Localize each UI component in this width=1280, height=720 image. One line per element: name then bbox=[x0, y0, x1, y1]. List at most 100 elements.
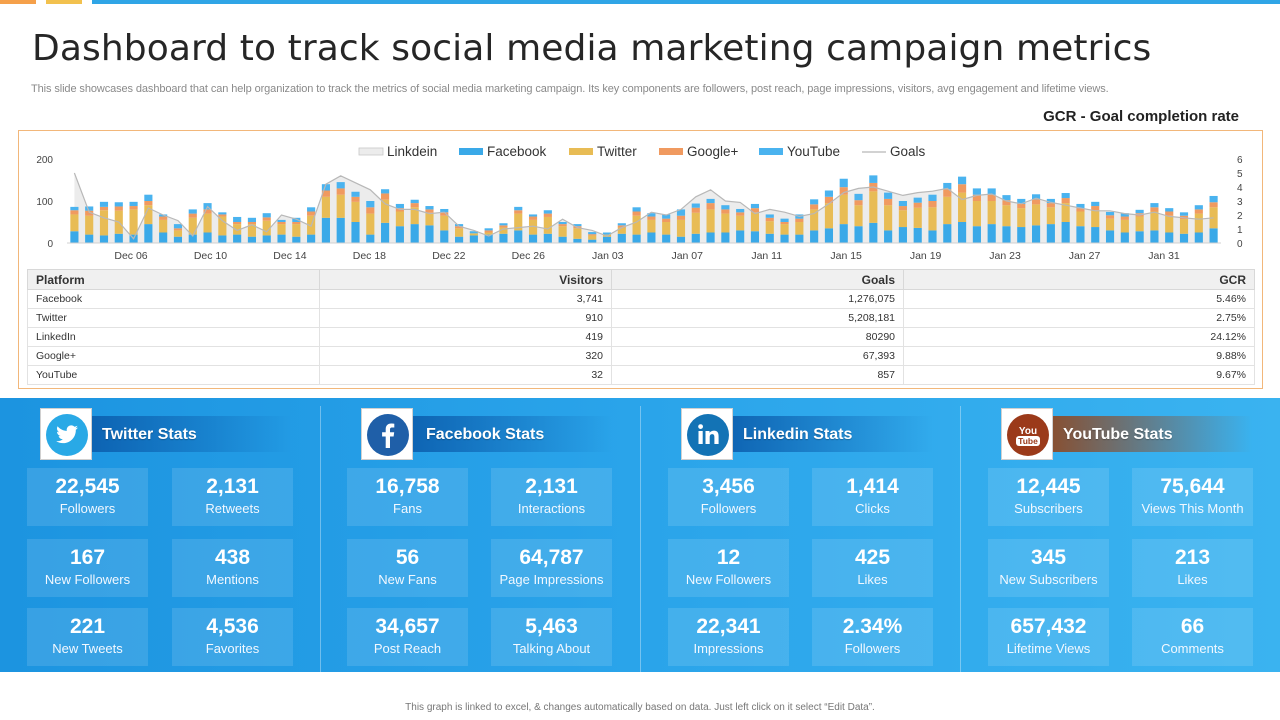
bar-googleplus bbox=[528, 216, 538, 220]
stat-label: Fans bbox=[393, 501, 422, 516]
bar-twitter bbox=[1165, 215, 1174, 233]
bar-twitter bbox=[958, 192, 967, 222]
goals-line bbox=[73, 172, 1214, 240]
youtube-icon: You Tube bbox=[1007, 414, 1049, 456]
stat-label: Followers bbox=[59, 501, 116, 516]
bar-twitter bbox=[780, 224, 789, 235]
x-tick-label: Jan 15 bbox=[830, 250, 862, 262]
bar-facebook bbox=[1165, 232, 1174, 243]
bar-googleplus bbox=[795, 218, 804, 222]
bar-facebook bbox=[573, 238, 582, 243]
bar-facebook bbox=[662, 234, 671, 243]
youtube-stats-card: You Tube YouTube Stats 12,445 Subscribers… bbox=[960, 398, 1280, 672]
stat-label: Retweets bbox=[205, 501, 260, 516]
bar-facebook bbox=[632, 234, 641, 243]
bar-googleplus bbox=[455, 226, 464, 229]
bar-googleplus bbox=[810, 204, 819, 210]
bar-youtube bbox=[573, 224, 582, 227]
twitter-stats-card: Twitter Stats 22,545 Followers 2,131 Retwe… bbox=[0, 398, 320, 672]
bar-youtube bbox=[410, 199, 419, 204]
bar-facebook bbox=[262, 235, 271, 243]
stat-label: New Fans bbox=[378, 572, 437, 587]
stat-label: New Followers bbox=[44, 572, 131, 587]
accent-blue-bar bbox=[92, 0, 1280, 4]
bar-youtube bbox=[99, 201, 109, 207]
twitter-header-band bbox=[92, 416, 292, 452]
bar-youtube bbox=[632, 207, 641, 212]
bar-googleplus bbox=[277, 222, 286, 225]
bar-googleplus bbox=[1046, 203, 1055, 208]
bar-youtube bbox=[1179, 212, 1189, 216]
stat-tile: 2,131 Retweets bbox=[172, 468, 293, 526]
bar-facebook bbox=[972, 226, 981, 243]
bar-youtube bbox=[455, 224, 464, 227]
bar-googleplus bbox=[410, 203, 419, 208]
stat-value: 2,131 bbox=[206, 475, 259, 498]
cell-gcr: 9.88% bbox=[903, 346, 1255, 366]
legend-swatch bbox=[569, 148, 593, 155]
bar-facebook bbox=[366, 234, 375, 243]
stat-label: Page Impressions bbox=[499, 572, 604, 587]
bar-facebook bbox=[1091, 227, 1100, 243]
bar-twitter bbox=[1120, 219, 1129, 233]
x-tick-label: Dec 10 bbox=[194, 250, 227, 262]
combo-chart[interactable]: 0 100 200 0 1 2 3 4 5 6 Dec 06 Dec 10 Dec 14 Dec 18 De… bbox=[19, 131, 1264, 269]
bar-facebook bbox=[1076, 226, 1085, 243]
bar-facebook bbox=[943, 224, 952, 243]
bar-youtube bbox=[691, 203, 700, 208]
bar-twitter bbox=[440, 215, 449, 231]
bar-twitter bbox=[455, 228, 464, 237]
bar-youtube bbox=[218, 212, 227, 215]
bar-youtube bbox=[765, 214, 774, 218]
bar-youtube bbox=[1017, 198, 1026, 204]
bar-facebook bbox=[1105, 230, 1115, 243]
cell-gcr: 2.75% bbox=[903, 308, 1255, 328]
cell-goals: 857 bbox=[611, 365, 904, 385]
bar-facebook bbox=[277, 234, 286, 243]
bar-googleplus bbox=[262, 217, 271, 221]
bar-youtube bbox=[514, 206, 523, 211]
bar-twitter bbox=[898, 210, 907, 228]
cell-gcr: 9.67% bbox=[903, 365, 1255, 385]
bar-twitter bbox=[750, 212, 760, 232]
linkedin-header-band bbox=[732, 416, 932, 452]
bar-googleplus bbox=[203, 209, 212, 214]
stat-value: 66 bbox=[1180, 615, 1205, 638]
bar-twitter bbox=[854, 205, 863, 227]
stat-value: 64,787 bbox=[519, 546, 584, 569]
footer-note: This graph is linked to excel, & changes… bbox=[405, 702, 875, 713]
bar-youtube bbox=[1194, 205, 1203, 210]
linkedin-icon-box bbox=[681, 408, 733, 460]
stat-tile: 345 New Subscribers bbox=[988, 539, 1109, 597]
youtube-stats-title: YouTube Stats bbox=[1063, 426, 1173, 443]
bar-twitter bbox=[943, 196, 952, 225]
bar-youtube bbox=[425, 206, 434, 210]
stat-tile: 213 Likes bbox=[1132, 539, 1253, 597]
bar-youtube bbox=[617, 223, 626, 226]
bar-youtube bbox=[70, 206, 79, 211]
stat-tile: 12,445 Subscribers bbox=[988, 468, 1109, 526]
bar-googleplus bbox=[218, 214, 227, 217]
legend-label: Facebook bbox=[487, 144, 547, 159]
bar-facebook bbox=[869, 222, 878, 243]
bar-twitter bbox=[884, 205, 893, 231]
stat-tile: 34,657 Post Reach bbox=[347, 608, 468, 666]
stat-label: Interactions bbox=[517, 501, 586, 516]
bar-googleplus bbox=[662, 218, 671, 222]
bar-googleplus bbox=[1165, 211, 1174, 216]
y-right-tick-label: 5 bbox=[1237, 169, 1243, 180]
bar-youtube bbox=[351, 191, 360, 197]
bar-youtube bbox=[543, 210, 552, 214]
bar-twitter bbox=[1061, 203, 1070, 222]
bar-youtube bbox=[750, 203, 760, 209]
bar-twitter bbox=[972, 201, 981, 227]
stat-label: Talking About bbox=[512, 641, 591, 656]
bar-googleplus bbox=[736, 212, 745, 216]
bar-youtube bbox=[528, 214, 538, 217]
bar-twitter bbox=[824, 203, 834, 229]
bar-twitter bbox=[233, 224, 242, 235]
x-tick-label: Jan 11 bbox=[751, 250, 782, 262]
cell-visitors: 910 bbox=[319, 308, 612, 328]
bar-googleplus bbox=[558, 224, 567, 227]
bar-youtube bbox=[469, 231, 478, 234]
